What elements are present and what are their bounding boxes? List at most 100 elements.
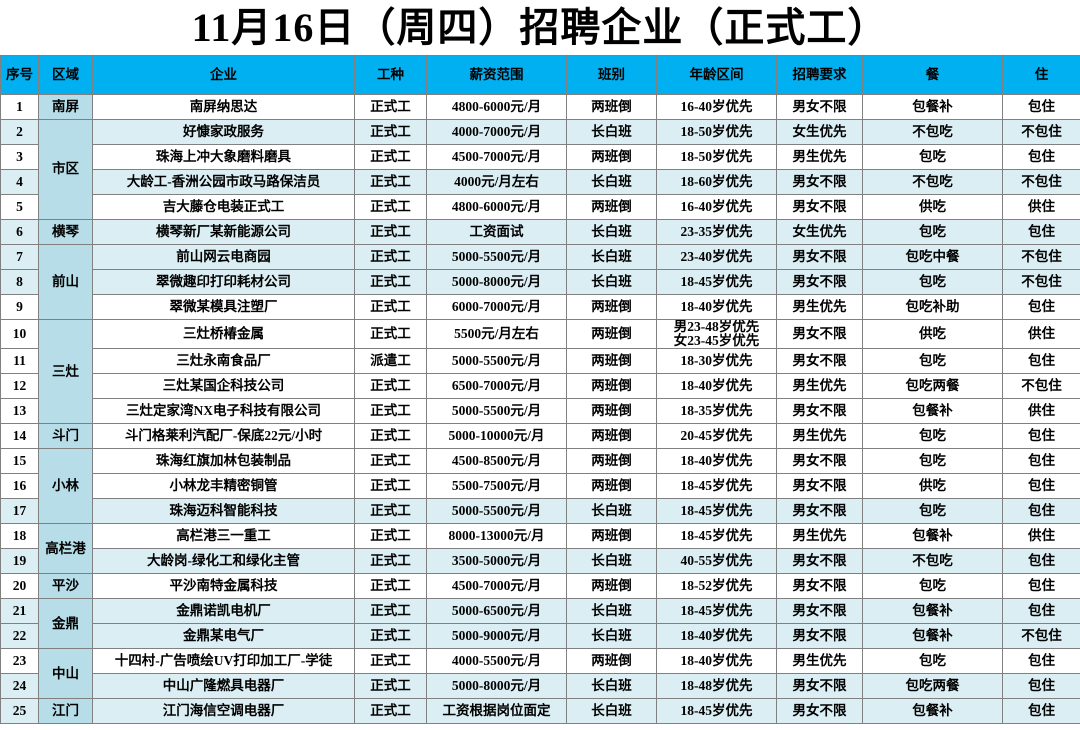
cell-index: 24	[0, 673, 39, 700]
cell-salary: 5000-5500元/月	[426, 348, 567, 375]
column-header-salary: 薪资范围	[426, 55, 567, 95]
cell-index: 12	[0, 373, 39, 400]
cell-salary: 工资根据岗位面定	[426, 698, 567, 725]
cell-index: 7	[0, 244, 39, 270]
cell-salary: 6000-7000元/月	[426, 294, 567, 320]
cell-salary: 5500-7500元/月	[426, 473, 567, 500]
cell-salary: 工资面试	[426, 219, 567, 245]
cell-meal: 不包吃	[862, 119, 1003, 145]
cell-company: 金鼎某电气厂	[92, 623, 355, 650]
recruitment-table: 序号 区域 企业 工种 薪资范围 班别 年龄区间 招聘要求餐住 1 南屏 南屏纳思达 正式工 4800…	[0, 55, 1080, 725]
cell-requirement: 女生优先	[776, 119, 863, 145]
cell-requirement: 女生优先	[776, 219, 863, 245]
cell-requirement: 男女不限	[776, 698, 863, 725]
cell-salary: 5000-10000元/月	[426, 423, 567, 450]
column-header-req: 招聘要求	[776, 55, 863, 95]
cell-index: 9	[0, 294, 39, 320]
cell-age: 23-40岁优先	[656, 244, 777, 270]
cell-meal: 包吃两餐	[862, 373, 1003, 400]
cell-stay: 不包住	[1002, 269, 1080, 295]
table-row: 17 珠海迈科智能科技 正式工 5000-5500元/月 长白班 18-45岁优先 男女不限…	[0, 498, 1080, 525]
cell-company: 好慷家政服务	[92, 119, 355, 145]
cell-company: 三灶定家湾NX电子科技有限公司	[92, 398, 355, 425]
cell-meal: 包餐补	[862, 598, 1003, 625]
cell-meal: 包吃	[862, 648, 1003, 675]
cell-shift: 两班倒	[566, 348, 657, 375]
cell-company: 小林龙丰精密铜管	[92, 473, 355, 500]
cell-age: 18-52岁优先	[656, 573, 777, 600]
cell-requirement: 男女不限	[776, 94, 863, 120]
cell-age: 40-55岁优先	[656, 548, 777, 575]
cell-job-type: 正式工	[354, 398, 427, 425]
cell-age: 18-45岁优先	[656, 473, 777, 500]
cell-job-type: 正式工	[354, 119, 427, 145]
column-header-type: 工种	[354, 55, 427, 95]
cell-age: 18-48岁优先	[656, 673, 777, 700]
cell-age: 18-45岁优先	[656, 269, 777, 295]
cell-shift: 两班倒	[566, 573, 657, 600]
cell-meal: 包吃	[862, 269, 1003, 295]
cell-shift: 长白班	[566, 548, 657, 575]
cell-age: 18-45岁优先	[656, 598, 777, 625]
cell-shift: 长白班	[566, 269, 657, 295]
table-row: 6 横琴 横琴新厂某新能源公司 正式工 工资面试 长白班 23-35岁优先 女生优先 包吃 包住	[0, 219, 1080, 245]
cell-meal: 包吃	[862, 348, 1003, 375]
column-header-idx: 序号	[0, 55, 39, 95]
cell-stay: 包住	[1002, 348, 1080, 375]
cell-stay: 包住	[1002, 144, 1080, 170]
cell-region: 斗门	[38, 423, 93, 450]
cell-job-type: 正式工	[354, 523, 427, 550]
cell-company: 珠海红旗加林包装制品	[92, 448, 355, 475]
cell-stay: 供住	[1002, 318, 1080, 350]
cell-salary: 6500-7000元/月	[426, 373, 567, 400]
cell-shift: 两班倒	[566, 194, 657, 220]
page-title: 11月16日（周四）招聘企业（正式工）	[191, 4, 889, 50]
cell-age: 16-40岁优先	[656, 94, 777, 120]
cell-shift: 两班倒	[566, 373, 657, 400]
cell-job-type: 派遣工	[354, 348, 427, 375]
cell-age: 18-40岁优先	[656, 648, 777, 675]
cell-company: 珠海上冲大象磨料磨具	[92, 144, 355, 170]
cell-age: 18-50岁优先	[656, 144, 777, 170]
cell-shift: 两班倒	[566, 294, 657, 320]
cell-requirement: 男女不限	[776, 598, 863, 625]
cell-stay: 包住	[1002, 498, 1080, 525]
cell-company: 中山广隆燃具电器厂	[92, 673, 355, 700]
cell-age: 18-30岁优先	[656, 348, 777, 375]
cell-job-type: 正式工	[354, 648, 427, 675]
cell-requirement: 男女不限	[776, 448, 863, 475]
table-row: 4 大龄工-香洲公园市政马路保洁员 正式工 4000元/月左右 长白班 18-60岁优先男…	[0, 169, 1080, 195]
cell-region: 小林	[38, 448, 93, 525]
cell-index: 23	[0, 648, 39, 675]
cell-salary: 4500-7000元/月	[426, 573, 567, 600]
cell-region: 市区	[38, 119, 93, 220]
cell-age: 18-45岁优先	[656, 698, 777, 725]
cell-job-type: 正式工	[354, 423, 427, 450]
cell-salary: 3500-5000元/月	[426, 548, 567, 575]
cell-index: 8	[0, 269, 39, 295]
column-header-region: 区域	[38, 55, 93, 95]
cell-job-type: 正式工	[354, 698, 427, 725]
cell-company: 吉大藤仓电装正式工	[92, 194, 355, 220]
table-row: 8 翠微趣印打印耗材公司 正式工 5000-8000元/月 长白班 18-45岁优先 男女不…	[0, 269, 1080, 295]
table-row: 23 中山 十四村-广告喷绘UV打印加工厂-学徒 正式工 4000-5500元/月 两班倒…	[0, 648, 1080, 700]
cell-age: 23-35岁优先	[656, 219, 777, 245]
cell-stay: 不包住	[1002, 169, 1080, 195]
cell-meal: 包吃	[862, 448, 1003, 475]
cell-shift: 长白班	[566, 673, 657, 700]
table-row: 10 三灶 三灶桥椿金属 正式工 5500元/月左右 两班倒 男23-48岁优先 女23-45…	[0, 318, 1080, 425]
cell-index: 21	[0, 598, 39, 625]
cell-shift: 长白班	[566, 169, 657, 195]
cell-stay: 包住	[1002, 673, 1080, 700]
cell-salary: 5000-5500元/月	[426, 398, 567, 425]
cell-meal: 供吃	[862, 318, 1003, 350]
cell-stay: 包住	[1002, 598, 1080, 625]
cell-meal: 包吃	[862, 423, 1003, 450]
cell-index: 11	[0, 348, 39, 375]
cell-job-type: 正式工	[354, 269, 427, 295]
cell-stay: 包住	[1002, 294, 1080, 320]
cell-shift: 两班倒	[566, 423, 657, 450]
cell-age: 18-50岁优先	[656, 119, 777, 145]
table-header: 序号 区域 企业 工种 薪资范围 班别 年龄区间 招聘要求餐住	[0, 55, 1080, 95]
